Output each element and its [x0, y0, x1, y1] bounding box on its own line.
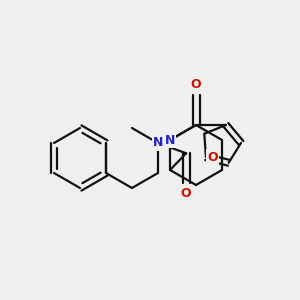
Text: N: N [165, 134, 175, 146]
Text: O: O [181, 187, 191, 200]
Text: O: O [208, 151, 218, 164]
Text: N: N [153, 136, 163, 149]
Text: O: O [191, 79, 201, 92]
